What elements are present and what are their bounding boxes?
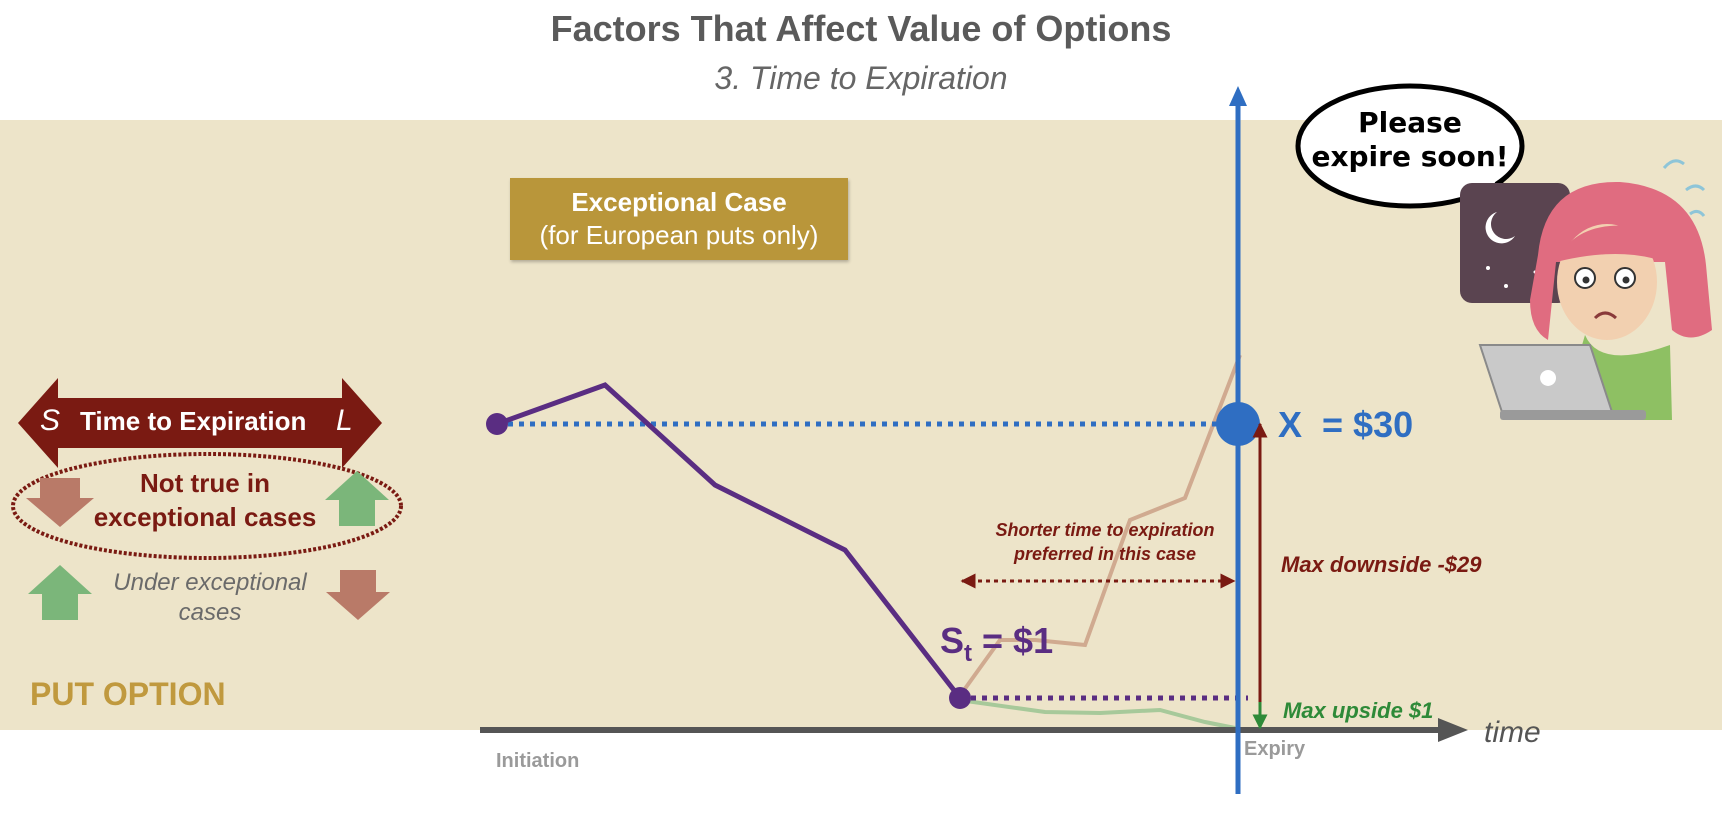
speech-bubble-text: Please expire soon! xyxy=(1311,106,1509,173)
under-exceptional-label: Under exceptional cases xyxy=(113,569,307,626)
time-axis-label: time xyxy=(1484,716,1541,749)
down-arrow-icon xyxy=(326,570,390,620)
long-label: L xyxy=(336,404,353,437)
strike-value: = $30 xyxy=(1322,404,1414,445)
expiry-axis-arrowhead xyxy=(1229,86,1247,106)
time-axis-arrowhead xyxy=(1438,718,1468,742)
st-symbol: S xyxy=(940,620,965,661)
strike-label: X = $30 xyxy=(1278,404,1413,446)
page-title: Factors That Affect Value of Options xyxy=(550,8,1172,49)
alternate-path-up xyxy=(957,354,1242,699)
stock-price-path xyxy=(496,382,962,700)
page-subtitle: 3. Time to Expiration xyxy=(714,60,1008,96)
worried-girl-laptop-illustration xyxy=(1460,159,1712,420)
apple-icon xyxy=(1540,370,1557,386)
st-point xyxy=(949,687,971,709)
exceptional-ellipse xyxy=(11,452,403,560)
time-to-expiration-double-arrow xyxy=(18,378,382,468)
st-value: = $1 xyxy=(982,620,1054,661)
initiation-point xyxy=(486,413,508,435)
strike-point xyxy=(1216,402,1260,446)
max-downside-label: Max downside -$29 xyxy=(1281,552,1482,577)
time-to-expiration-label: Time to Expiration xyxy=(80,406,307,436)
not-true-label: Not true in exceptional cases xyxy=(93,468,317,532)
alternate-path-flat xyxy=(958,698,1236,730)
put-option-label: PUT OPTION xyxy=(30,676,226,712)
st-label: St = $1 xyxy=(940,620,1053,668)
initiation-label: Initiation xyxy=(496,750,580,772)
up-arrow-icon xyxy=(28,565,92,620)
down-arrow-icon xyxy=(26,478,94,527)
shorter-time-annotation: Shorter time to expiration preferred in … xyxy=(995,520,1215,564)
up-arrow-icon xyxy=(325,471,389,526)
expiry-label: Expiry xyxy=(1244,738,1306,760)
exceptional-case-box: Exceptional Case (for European puts only… xyxy=(510,178,848,260)
st-subscript: t xyxy=(964,640,973,668)
short-label: S xyxy=(40,404,61,437)
exceptional-case-subtitle: (for European puts only) xyxy=(539,220,819,250)
max-upside-label: Max upside $1 xyxy=(1283,698,1434,723)
strike-symbol: X xyxy=(1278,404,1303,445)
exceptional-case-title: Exceptional Case xyxy=(571,187,787,217)
moon-icon xyxy=(1485,212,1515,244)
